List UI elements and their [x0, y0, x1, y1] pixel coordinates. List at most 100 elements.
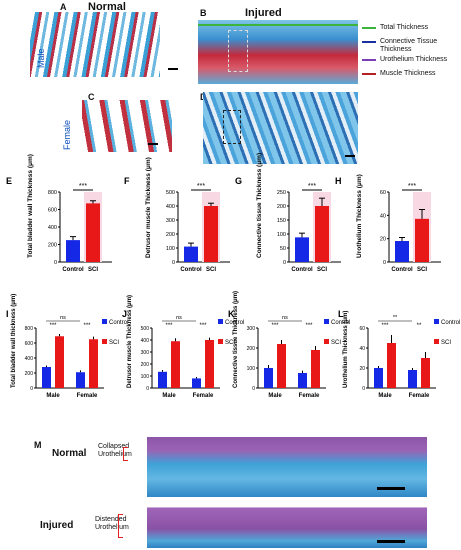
panel-label-k: K: [228, 309, 235, 319]
header-normal: Normal: [88, 1, 126, 13]
ylabel-j: Detrusor muscle Thickness (μm): [127, 295, 133, 388]
ns-j: ns: [176, 315, 182, 321]
bar-h-1: [415, 218, 429, 262]
bar-h-0: [395, 241, 409, 262]
sig-h: ***: [408, 183, 416, 190]
bar-control-k: [264, 368, 273, 388]
zoom-box-b: [228, 30, 248, 72]
sig-k: ***: [271, 323, 279, 329]
legend-control-swatch-l: [434, 319, 439, 324]
tick-label-g: 50: [280, 246, 286, 252]
sig-e: ***: [79, 183, 87, 190]
ns-k: ns: [282, 315, 288, 321]
scale-bar-m1: [377, 487, 405, 490]
legend-sci-swatch-k: [324, 339, 329, 344]
tick-label-l: 20: [359, 366, 365, 372]
group-label-j: Male: [162, 393, 176, 399]
tick-label-j: 0: [146, 386, 149, 392]
tick-label-l: 60: [359, 326, 365, 332]
tick-label-k: 0: [252, 386, 255, 392]
tick-label-f: 500: [166, 190, 175, 196]
xlabel-g: SCI: [317, 267, 327, 273]
group-label-l: Female: [409, 393, 430, 399]
legend-sci-swatch-i: [102, 339, 107, 344]
sig-l: ***: [381, 323, 389, 329]
panel-label-e: E: [6, 176, 12, 186]
tick-label-k: 100: [247, 366, 256, 372]
tick-label-g: 0: [283, 260, 286, 266]
bar-sci-l: [421, 358, 430, 388]
bar-control-l: [408, 370, 417, 388]
tick-label-j: 300: [141, 350, 150, 356]
panel-label-b: B: [200, 8, 207, 18]
tick-label-j: 200: [141, 362, 150, 368]
scale-bar-c: [148, 143, 158, 145]
tick-label-l: 0: [362, 386, 365, 392]
tick-label-e: 0: [54, 260, 57, 266]
ylabel-i: Total bladder wall thickness (μm): [11, 294, 17, 388]
legend-control-j: Control: [225, 320, 244, 326]
sig-l: **: [417, 323, 422, 329]
bar-g-0: [295, 237, 309, 262]
legend-swatch-0: [362, 27, 376, 29]
panel-label-j: J: [122, 309, 127, 319]
tick-label-e: 400: [48, 225, 57, 231]
header-injured: Injured: [245, 7, 282, 19]
legend-control-l: Control: [441, 320, 460, 326]
tick-label-h: 20: [380, 237, 386, 243]
bar-control-l: [374, 368, 383, 388]
tick-label-f: 200: [166, 232, 175, 238]
xlabel-g: Control: [291, 267, 313, 273]
tick-label-h: 40: [380, 213, 386, 219]
bar-e-1: [86, 203, 100, 262]
legend-control-swatch-j: [218, 319, 223, 324]
bar-control-k: [298, 373, 307, 388]
xlabel-e: SCI: [88, 267, 98, 273]
scale-bar-d: [345, 155, 355, 157]
bracket-normal: [123, 447, 128, 461]
tick-label-f: 400: [166, 204, 175, 210]
micrograph-d: [203, 92, 358, 164]
group-label-k: Female: [299, 393, 320, 399]
tick-label-h: 60: [380, 190, 386, 196]
sig-j: ***: [165, 323, 173, 329]
legend-sci-j: SCI: [225, 340, 235, 346]
micrograph-b: [198, 20, 358, 84]
legend-control-i: Control: [109, 320, 128, 326]
bracket-injured: [118, 514, 123, 538]
xlabel-f: Control: [180, 267, 202, 273]
tick-label-e: 600: [48, 208, 57, 214]
legend-swatch-3: [362, 73, 376, 75]
xlabel-h: SCI: [417, 267, 427, 273]
bar-f-1: [204, 206, 218, 262]
ylabel-h: Urothelium Thickness (μm): [356, 174, 363, 258]
legend-sci-l: SCI: [441, 340, 451, 346]
bar-control-i: [76, 372, 85, 388]
sig-i: ***: [83, 323, 91, 329]
total-thickness-line: [198, 24, 358, 26]
tick-label-j: 400: [141, 338, 150, 344]
legend-sci-i: SCI: [109, 340, 119, 346]
legend-control-k: Control: [331, 320, 350, 326]
tick-label-k: 300: [247, 326, 256, 332]
m-distended-label: Distended Urothelium: [95, 516, 129, 531]
tick-label-g: 200: [277, 204, 286, 210]
panel-label-c: C: [88, 92, 95, 102]
micrograph-m-injured: [147, 500, 427, 548]
legend-swatch-2: [362, 59, 376, 61]
sig-g: ***: [308, 183, 316, 190]
xlabel-f: SCI: [206, 267, 216, 273]
legend-control-swatch-k: [324, 319, 329, 324]
group-label-j: Female: [193, 393, 214, 399]
tick-label-h: 0: [383, 260, 386, 266]
tick-label-i: 400: [25, 356, 34, 362]
bar-g-1: [315, 206, 329, 262]
panel-label-a: A: [60, 2, 67, 12]
panel-label-h: H: [335, 176, 342, 186]
tick-label-g: 150: [277, 218, 286, 224]
ylabel-k: Connective tissue Thickness (μm): [233, 291, 239, 388]
legend-swatch-1: [362, 41, 376, 43]
tick-label-i: 800: [25, 326, 34, 332]
bar-control-i: [42, 367, 51, 388]
